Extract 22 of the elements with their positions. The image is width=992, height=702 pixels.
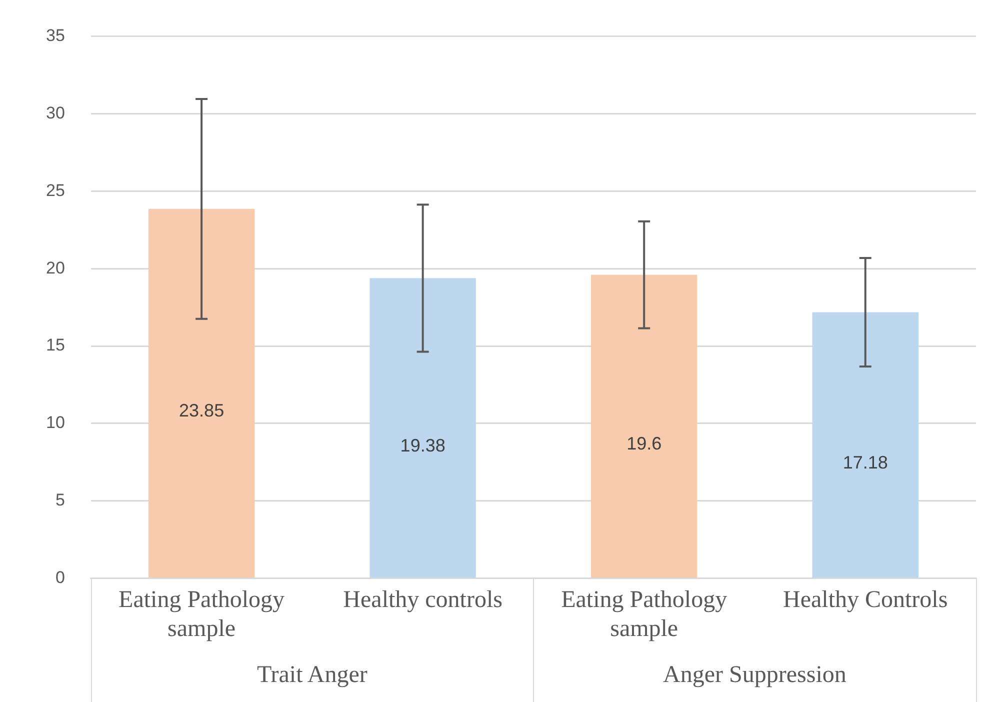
data-label: 23.85 xyxy=(179,400,224,421)
y-tick-label: 30 xyxy=(46,103,65,122)
y-tick-label: 35 xyxy=(46,26,65,45)
data-label: 19.6 xyxy=(626,434,662,454)
y-tick-label: 5 xyxy=(55,490,65,510)
data-label: 17.18 xyxy=(842,452,888,472)
x-tick-label: Healthy controls xyxy=(343,587,502,614)
y-tick-label: 20 xyxy=(46,258,65,278)
data-label: 19.38 xyxy=(400,435,446,456)
text: Anger Suppression xyxy=(662,662,848,689)
x-tick-label: Eating Pathology sample xyxy=(118,587,285,642)
y-tick-label: 25 xyxy=(46,180,65,200)
x-tick-label: Eating Pathology sample xyxy=(561,587,728,642)
bar xyxy=(148,208,255,578)
y-tick-label: 15 xyxy=(46,336,65,355)
text: Trait Anger xyxy=(256,662,368,689)
bar xyxy=(590,274,698,578)
bar xyxy=(370,278,476,578)
x-tick-label: Healthy Controls xyxy=(783,587,948,614)
y-tick-label: 10 xyxy=(46,413,65,432)
bar xyxy=(812,312,918,578)
y-tick-label: 0 xyxy=(55,568,65,588)
